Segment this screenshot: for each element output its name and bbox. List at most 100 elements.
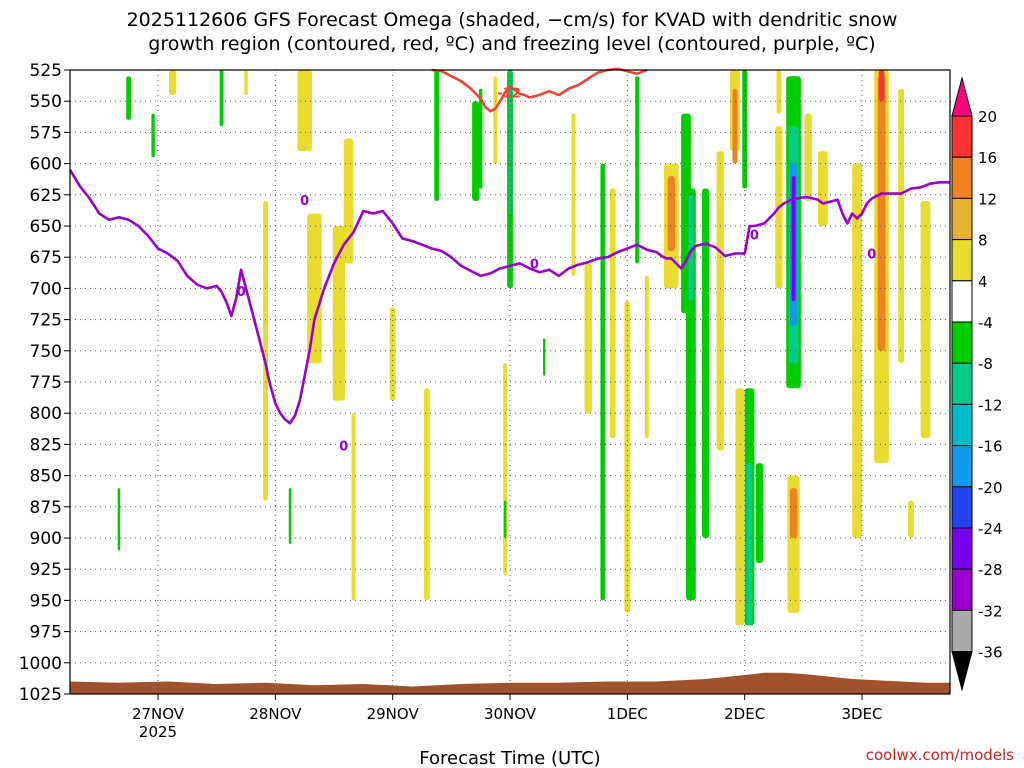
colorbar-label: -20	[978, 479, 1003, 497]
dendritic-contour	[431, 67, 648, 113]
y-tick-label: 675	[30, 248, 62, 268]
dendritic-label: -12	[497, 86, 521, 101]
omega-cell	[503, 500, 507, 538]
y-tick-label: 975	[30, 623, 62, 643]
y-tick-label: 625	[30, 186, 62, 206]
omega-cell	[297, 70, 312, 152]
y-tick-label: 650	[30, 217, 62, 237]
colorbar-label: -24	[978, 520, 1003, 538]
omega-cell	[852, 163, 862, 538]
colorbar-label: 16	[978, 149, 997, 167]
colorbar-swatch	[951, 568, 973, 611]
colorbar-swatch	[951, 321, 973, 364]
omega-cell	[898, 88, 905, 364]
x-tick-label: 29NOV	[367, 705, 420, 723]
y-tick-label: 775	[30, 373, 62, 393]
y-tick-label: 850	[30, 467, 62, 487]
x-tick-label: 1DEC	[607, 705, 648, 723]
omega-cell	[571, 113, 576, 276]
y-tick-label: 1025	[19, 685, 62, 705]
x-tick-label: 30NOV	[484, 705, 537, 723]
freezing-level-contour	[68, 169, 950, 425]
colorbar-label: -12	[978, 396, 1003, 414]
omega-cell	[877, 76, 886, 351]
colorbar-label: -16	[978, 438, 1003, 456]
omega-cell	[478, 88, 483, 189]
y-tick-label: 700	[30, 279, 62, 299]
freezing-level-label: 0	[300, 194, 309, 209]
x-tick-label: 3DEC	[841, 705, 882, 723]
omega-cell	[878, 70, 885, 102]
colorbar-swatch	[951, 486, 973, 529]
y-tick-label: 750	[30, 342, 62, 362]
y-tick-label: 925	[30, 560, 62, 580]
omega-cell	[126, 76, 132, 120]
omega-cell	[423, 388, 430, 601]
omega-cell	[716, 151, 724, 451]
colorbar-label: 20	[978, 108, 997, 126]
omega-cell	[818, 151, 828, 226]
colorbar-label: -36	[978, 644, 1003, 662]
omega-cell	[732, 88, 738, 164]
omega-cell	[543, 338, 546, 376]
colorbar-label: 12	[978, 190, 997, 208]
colorbar-bottom-triangle	[951, 651, 973, 692]
colorbar-swatch	[951, 609, 973, 653]
chart-title-line1: 2025112606 GFS Forecast Omega (shaded, −…	[127, 9, 898, 31]
y-tick-label: 1000	[19, 654, 62, 674]
colorbar-swatch	[951, 527, 973, 570]
colorbar-swatch	[951, 239, 973, 282]
omega-cell	[742, 70, 748, 189]
colorbar-swatch	[951, 156, 973, 199]
omega-cell	[644, 275, 649, 439]
y-tick-label: 525	[30, 61, 62, 81]
omega-cell	[600, 163, 606, 601]
omega-cell	[584, 263, 592, 414]
omega-cell	[701, 188, 710, 538]
x-tick-label: 27NOV	[132, 705, 185, 723]
x-axis-label: Forecast Time (UTC)	[419, 748, 600, 768]
omega-cell	[151, 113, 155, 158]
omega-cell	[219, 70, 224, 127]
omega-cell	[789, 488, 798, 538]
omega-cell	[791, 176, 796, 301]
omega-cell	[746, 463, 753, 626]
omega-cell	[169, 70, 177, 95]
freezing-level-label: 0	[339, 440, 348, 455]
omega-cell	[343, 138, 354, 264]
x-tick-sublabel: 2025	[139, 723, 177, 741]
colorbar-swatch	[951, 280, 973, 323]
y-tick-label: 725	[30, 311, 62, 331]
omega-cell	[907, 500, 914, 538]
colorbar-label: -8	[978, 355, 993, 373]
freezing-level-label: 0	[867, 247, 876, 262]
credit-link[interactable]: coolwx.com/models	[866, 746, 1014, 764]
y-tick-label: 800	[30, 404, 62, 424]
omega-cell	[288, 488, 292, 545]
omega-cell	[434, 70, 440, 202]
omega-cell	[609, 188, 616, 439]
colorbar-label: -28	[978, 561, 1003, 579]
omega-cell	[776, 70, 782, 114]
omega-cell	[307, 213, 322, 364]
pressure-axis: 525 550 575 600 625 650 675 700 725 750 775 800 825 8…	[19, 61, 70, 705]
terrain-fill	[70, 672, 950, 694]
omega-cell	[117, 488, 121, 551]
omega-cell	[244, 70, 248, 95]
colorbar-label: 8	[978, 232, 988, 250]
y-tick-label: 550	[30, 92, 62, 112]
omega-cell	[493, 76, 498, 164]
omega-cell	[624, 300, 631, 613]
colorbar-label: 4	[978, 273, 988, 291]
x-tick-label: 28NOV	[249, 705, 302, 723]
omega-cell	[351, 413, 356, 601]
omega-cell	[635, 76, 640, 264]
colorbar-top-triangle	[951, 76, 973, 117]
colorbar-swatch	[951, 403, 973, 447]
omega-cell	[735, 388, 745, 626]
omega-cell	[332, 226, 345, 401]
omega-cell	[667, 176, 675, 251]
y-tick-label: 825	[30, 435, 62, 455]
freezing-level-label: 0	[750, 229, 759, 244]
